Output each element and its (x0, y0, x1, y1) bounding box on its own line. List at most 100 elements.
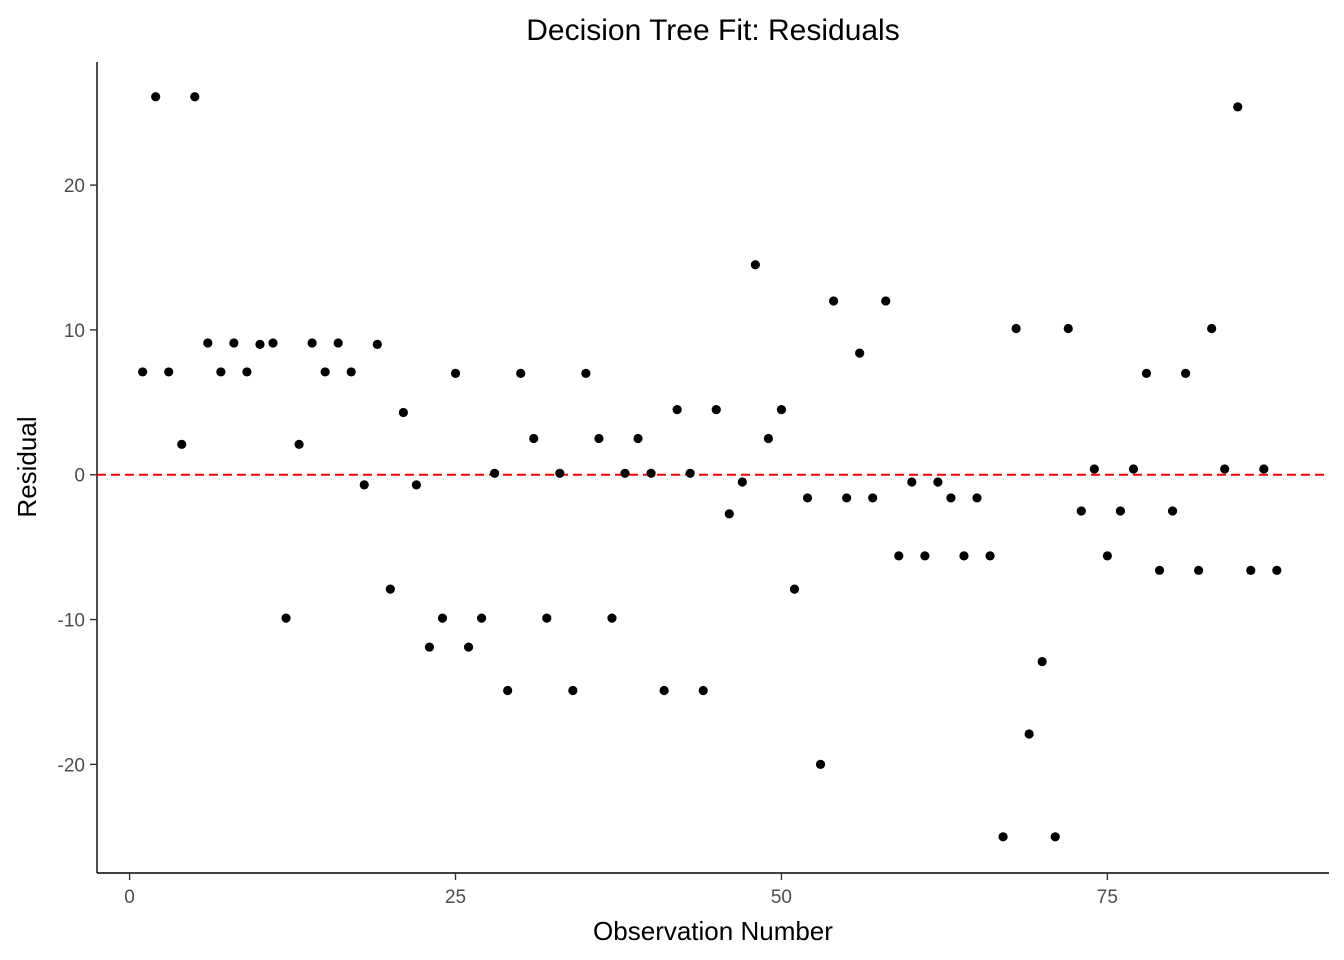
data-point (750, 260, 760, 270)
data-point (1115, 506, 1126, 516)
data-point (946, 493, 956, 503)
data-point (138, 367, 148, 377)
data-point (1154, 565, 1165, 575)
data-point (385, 584, 395, 594)
data-point (476, 613, 487, 623)
data-point (842, 493, 852, 503)
data-point (463, 642, 474, 652)
data-point (1050, 832, 1060, 842)
data-point (972, 493, 982, 503)
data-point (789, 584, 800, 594)
data-point (151, 92, 161, 102)
data-point (711, 404, 721, 415)
data-point (177, 439, 187, 449)
data-point (737, 477, 747, 487)
data-point (242, 367, 252, 377)
data-point (411, 480, 422, 490)
data-point (646, 468, 656, 478)
y-axis-title: Residual (12, 416, 42, 517)
data-point (568, 685, 578, 696)
data-point (164, 367, 174, 377)
data-point (1194, 565, 1204, 575)
data-point (1076, 506, 1086, 516)
data-point (1011, 323, 1021, 334)
data-point (594, 433, 604, 444)
data-point (424, 642, 435, 652)
data-point (1037, 656, 1047, 667)
data-point (620, 468, 630, 478)
data-point (985, 551, 995, 561)
data-point (855, 348, 865, 358)
data-point (907, 477, 917, 487)
data-point (542, 613, 552, 623)
data-point (281, 613, 291, 623)
data-point (490, 468, 500, 478)
data-point (815, 759, 826, 769)
data-point (268, 338, 278, 348)
data-point (1207, 323, 1217, 334)
data-point (1141, 368, 1152, 378)
data-point (294, 439, 304, 449)
data-points (138, 92, 1282, 842)
x-tick-label: 50 (771, 887, 792, 908)
data-point (698, 685, 708, 696)
x-tick-label: 25 (445, 887, 466, 908)
y-tick-label: -10 (58, 611, 85, 632)
data-point (1246, 565, 1256, 575)
x-axis-ticks: 0 25 50 75 (124, 873, 1118, 908)
y-axis-ticks: -20 -10 0 10 20 (58, 176, 97, 776)
data-point (320, 367, 330, 377)
data-point (1180, 368, 1191, 378)
data-point (959, 551, 969, 561)
data-point (581, 368, 591, 378)
data-point (607, 613, 617, 623)
data-point (216, 367, 226, 377)
data-point (828, 296, 839, 306)
data-point (190, 92, 200, 102)
data-point (333, 338, 343, 348)
data-point (933, 477, 943, 487)
data-point (307, 338, 317, 348)
y-tick-label: 10 (64, 321, 85, 342)
data-point (1220, 464, 1230, 474)
data-point (529, 433, 539, 444)
data-point (203, 338, 213, 348)
y-tick-label: -20 (58, 755, 85, 776)
y-tick-label: 20 (64, 176, 85, 197)
data-point (776, 404, 787, 415)
data-point (920, 551, 930, 561)
data-point (894, 551, 904, 561)
data-point (1167, 506, 1178, 516)
data-point (1063, 323, 1073, 334)
x-tick-label: 75 (1097, 887, 1118, 908)
data-point (659, 685, 669, 696)
data-point (555, 468, 565, 478)
data-point (672, 404, 682, 415)
data-point (398, 407, 408, 418)
data-point (1259, 464, 1269, 474)
y-tick-label: 0 (74, 466, 85, 487)
data-point (1102, 551, 1112, 561)
data-point (868, 493, 878, 503)
data-point (724, 509, 734, 519)
data-point (685, 468, 695, 478)
data-point (633, 433, 643, 444)
data-point (437, 613, 448, 623)
data-point (450, 368, 461, 378)
data-point (516, 368, 526, 378)
data-point (998, 832, 1008, 842)
data-point (503, 685, 513, 696)
x-axis-title: Observation Number (593, 916, 833, 946)
data-point (255, 339, 265, 350)
data-point (881, 296, 891, 306)
data-point (359, 480, 369, 490)
data-point (763, 433, 774, 444)
data-point (1024, 729, 1034, 739)
data-point (1128, 464, 1139, 474)
data-point (372, 339, 382, 350)
data-point (1089, 464, 1099, 474)
data-point (229, 338, 239, 348)
data-point (802, 493, 813, 503)
data-point (346, 367, 356, 377)
